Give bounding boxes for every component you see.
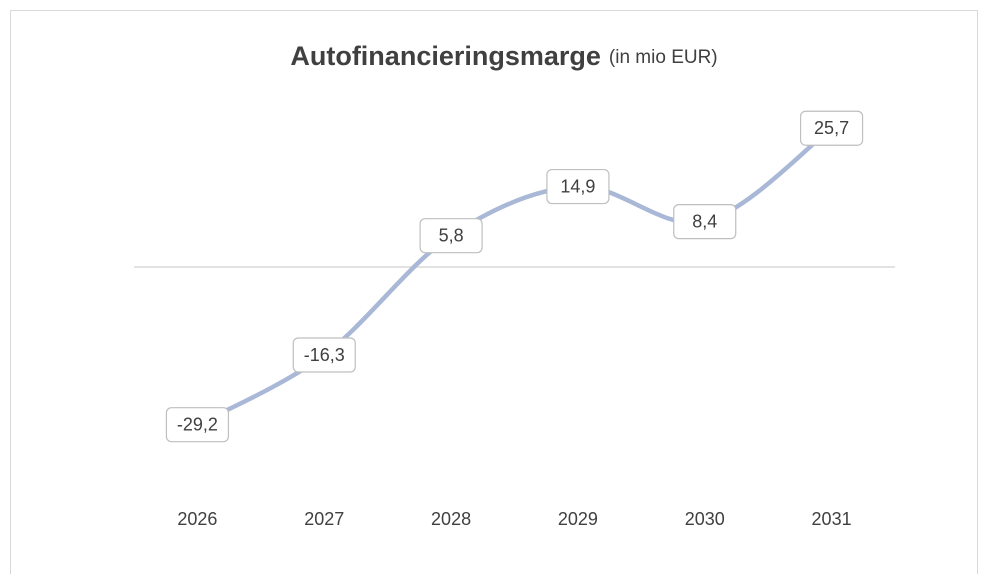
data-label: -29,2 <box>177 414 218 434</box>
data-label: 8,4 <box>692 211 717 231</box>
data-label-box <box>165 407 230 443</box>
x-tick-label: 2028 <box>431 509 471 529</box>
data-label-box <box>673 204 737 240</box>
chart-border <box>10 10 978 574</box>
chart-subtitle: (in mio EUR) <box>609 47 718 68</box>
x-tick-label: 2027 <box>304 509 344 529</box>
data-label-box <box>292 337 356 373</box>
data-label-box <box>546 168 610 205</box>
data-label: 14,9 <box>560 176 595 196</box>
chart-title: Autofinancieringsmarge <box>290 41 601 71</box>
x-tick-label: 2029 <box>558 509 598 529</box>
data-label-box <box>799 110 864 146</box>
data-label: -16,3 <box>304 345 345 365</box>
data-label: 5,8 <box>439 225 464 245</box>
x-tick-label: 2030 <box>685 509 725 529</box>
data-label: 25,7 <box>814 118 849 138</box>
chart-title-group: Autofinancieringsmarge (in mio EUR) <box>290 41 717 71</box>
data-label-box <box>419 218 483 254</box>
x-tick-label: 2031 <box>812 509 852 529</box>
x-tick-label: 2026 <box>177 509 217 529</box>
